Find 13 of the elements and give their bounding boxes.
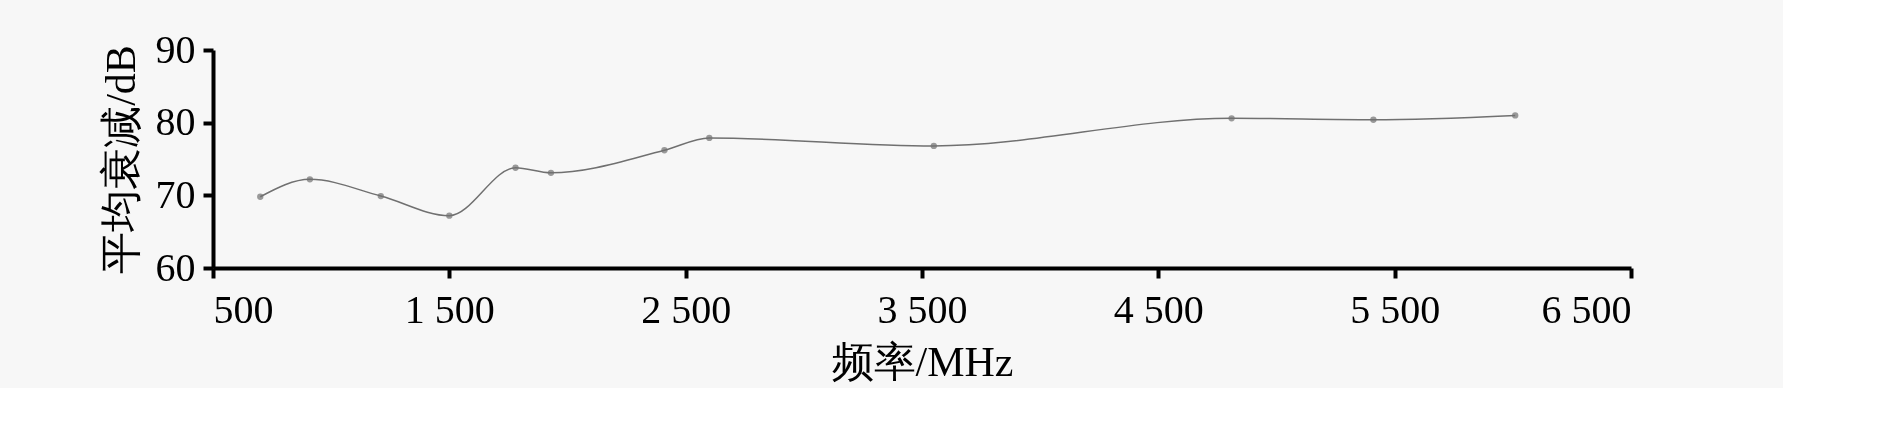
x-tick-label: 2 500 (641, 286, 732, 332)
x-tick-label: 1 500 (404, 286, 495, 332)
y-tick-label: 70 (155, 171, 196, 217)
y-tick-label: 60 (155, 244, 196, 290)
x-axis-title: 频率/MHz (831, 338, 1014, 385)
x-tick-label: 6 500 (1541, 286, 1632, 332)
x-tick-label: 3 500 (877, 286, 968, 332)
x-tick-label: 4 500 (1113, 286, 1204, 332)
y-tick-label: 80 (155, 99, 196, 145)
y-axis-title: 平均衰减/dB (97, 45, 144, 274)
x-tick-label: 500 (213, 286, 274, 332)
x-tick-label: 5 500 (1350, 286, 1441, 332)
y-tick-label: 90 (155, 26, 196, 72)
